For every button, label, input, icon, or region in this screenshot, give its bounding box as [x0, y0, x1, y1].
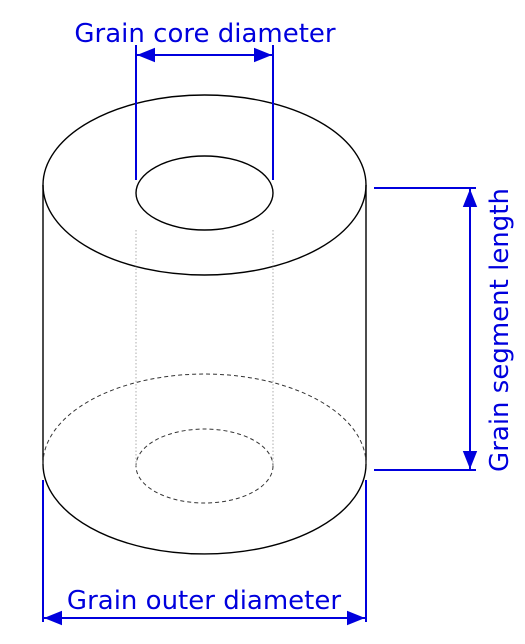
outer-top-ellipse — [42, 94, 367, 276]
segment-length-label: Grain segment length — [485, 188, 515, 472]
inner-core-top-ellipse — [135, 155, 274, 231]
core-diameter-dimension — [135, 45, 274, 180]
outer-bottom-back-arc — [42, 373, 367, 465]
outer-diameter-label: Grain outer diameter — [67, 586, 341, 616]
core-diameter-label: Grain core diameter — [74, 19, 335, 49]
outer-bottom-front-arc — [42, 463, 367, 555]
outer-diameter-dimension — [42, 480, 367, 626]
cylinder-body — [42, 94, 367, 555]
segment-length-dimension — [374, 187, 478, 471]
inner-core-bottom-ellipse — [135, 428, 274, 504]
hidden-lines — [42, 230, 367, 504]
